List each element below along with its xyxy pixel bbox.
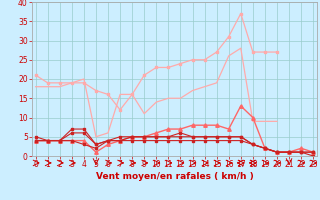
X-axis label: Vent moyen/en rafales ( km/h ): Vent moyen/en rafales ( km/h ) [96, 172, 253, 181]
